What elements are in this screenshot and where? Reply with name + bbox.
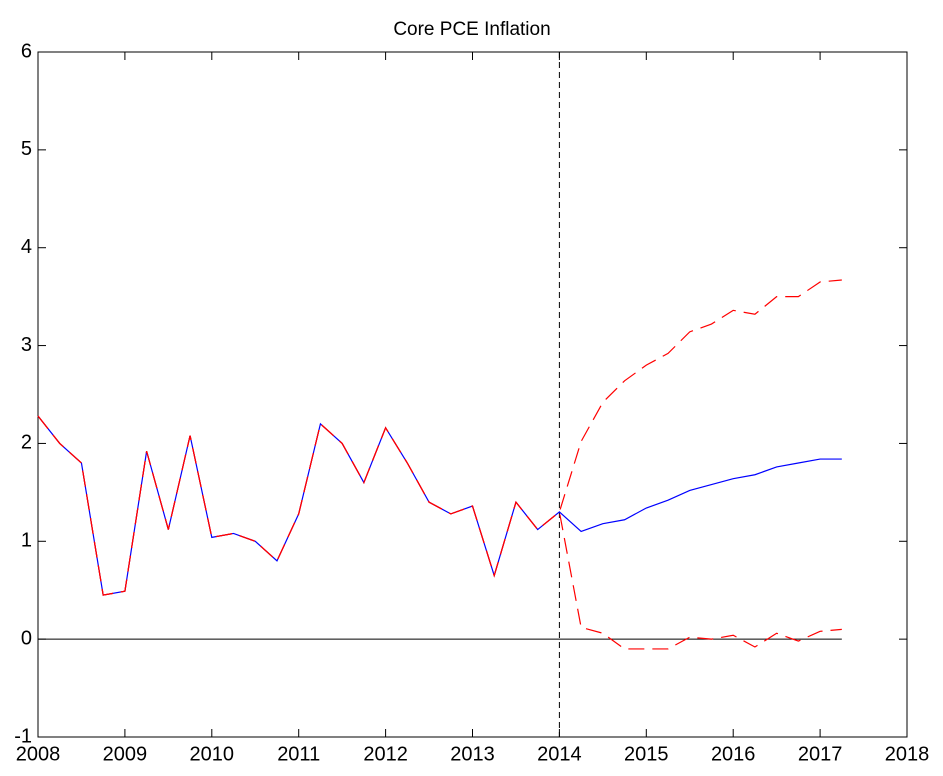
x-tick-label: 2017 bbox=[798, 743, 843, 765]
chart-title: Core PCE Inflation bbox=[393, 19, 550, 40]
y-tick-label: 2 bbox=[21, 432, 32, 454]
x-tick-label: 2008 bbox=[16, 743, 61, 765]
x-tick-label: 2018 bbox=[885, 743, 930, 765]
x-tick-label: 2011 bbox=[277, 743, 320, 765]
y-tick-label: 1 bbox=[21, 530, 32, 552]
series-line bbox=[37, 415, 842, 650]
x-tick-label: 2009 bbox=[103, 743, 148, 765]
y-tick-label: 4 bbox=[21, 236, 32, 258]
x-tick-label: 2015 bbox=[624, 743, 669, 765]
y-tick-label: 6 bbox=[21, 40, 32, 62]
x-tick-label: 2013 bbox=[450, 743, 495, 765]
y-tick-label: 3 bbox=[21, 334, 32, 356]
x-tick-label: 2016 bbox=[711, 743, 756, 765]
x-tick-label: 2012 bbox=[363, 743, 408, 765]
y-tick-label: 5 bbox=[21, 138, 32, 160]
x-tick-label: 2010 bbox=[190, 743, 235, 765]
y-tick-label: 0 bbox=[21, 627, 32, 649]
x-tick-label: 2014 bbox=[537, 743, 582, 765]
y-tick-label: -1 bbox=[14, 725, 32, 747]
